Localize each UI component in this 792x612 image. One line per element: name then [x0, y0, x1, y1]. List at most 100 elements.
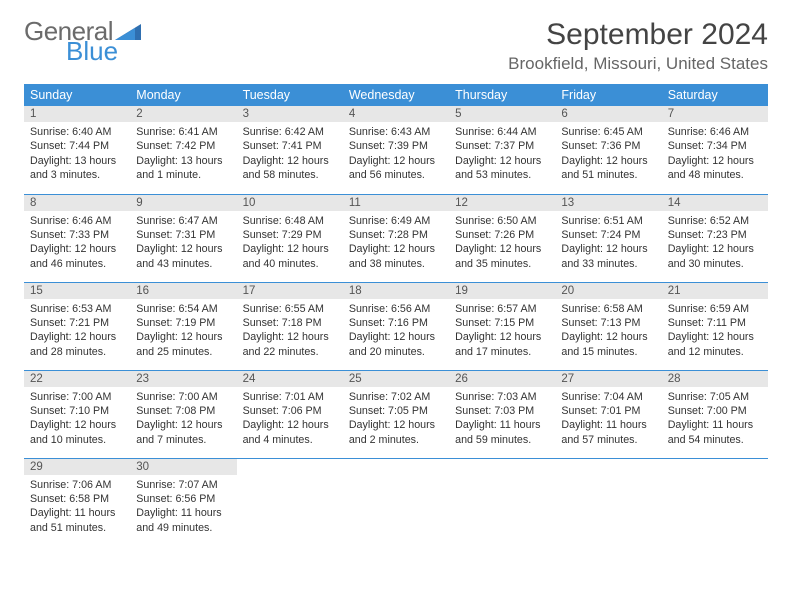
sunset-text: Sunset: 7:18 PM: [243, 316, 337, 330]
sunrise-text: Sunrise: 7:03 AM: [455, 390, 549, 404]
sunset-text: Sunset: 7:10 PM: [30, 404, 124, 418]
day-number: 3: [237, 106, 343, 122]
day-details: Sunrise: 6:57 AMSunset: 7:15 PMDaylight:…: [449, 299, 555, 366]
calendar-cell: 18Sunrise: 6:56 AMSunset: 7:16 PMDayligh…: [343, 282, 449, 370]
day-details: Sunrise: 6:43 AMSunset: 7:39 PMDaylight:…: [343, 122, 449, 189]
sunset-text: Sunset: 7:44 PM: [30, 139, 124, 153]
day-details: Sunrise: 7:04 AMSunset: 7:01 PMDaylight:…: [555, 387, 661, 454]
day-details: Sunrise: 7:01 AMSunset: 7:06 PMDaylight:…: [237, 387, 343, 454]
day-details: Sunrise: 6:53 AMSunset: 7:21 PMDaylight:…: [24, 299, 130, 366]
daylight-text: Daylight: 11 hours and 59 minutes.: [455, 418, 549, 447]
day-number: 10: [237, 195, 343, 211]
sunset-text: Sunset: 7:19 PM: [136, 316, 230, 330]
calendar-cell: 20Sunrise: 6:58 AMSunset: 7:13 PMDayligh…: [555, 282, 661, 370]
month-title: September 2024: [508, 18, 768, 52]
sunrise-text: Sunrise: 6:56 AM: [349, 302, 443, 316]
calendar-cell: 25Sunrise: 7:02 AMSunset: 7:05 PMDayligh…: [343, 370, 449, 458]
weekday-header: Tuesday: [237, 84, 343, 106]
calendar-cell: 21Sunrise: 6:59 AMSunset: 7:11 PMDayligh…: [662, 282, 768, 370]
weekday-header: Sunday: [24, 84, 130, 106]
sunrise-text: Sunrise: 6:43 AM: [349, 125, 443, 139]
day-details: Sunrise: 6:55 AMSunset: 7:18 PMDaylight:…: [237, 299, 343, 366]
sunset-text: Sunset: 7:33 PM: [30, 228, 124, 242]
daylight-text: Daylight: 12 hours and 4 minutes.: [243, 418, 337, 447]
daylight-text: Daylight: 12 hours and 28 minutes.: [30, 330, 124, 359]
sunrise-text: Sunrise: 6:52 AM: [668, 214, 762, 228]
daylight-text: Daylight: 12 hours and 35 minutes.: [455, 242, 549, 271]
sunset-text: Sunset: 7:42 PM: [136, 139, 230, 153]
calendar-cell: 5Sunrise: 6:44 AMSunset: 7:37 PMDaylight…: [449, 106, 555, 194]
day-number: 27: [555, 371, 661, 387]
calendar-row: 15Sunrise: 6:53 AMSunset: 7:21 PMDayligh…: [24, 282, 768, 370]
sunrise-text: Sunrise: 6:41 AM: [136, 125, 230, 139]
day-number: 16: [130, 283, 236, 299]
day-details: Sunrise: 6:42 AMSunset: 7:41 PMDaylight:…: [237, 122, 343, 189]
sunset-text: Sunset: 7:08 PM: [136, 404, 230, 418]
daylight-text: Daylight: 12 hours and 7 minutes.: [136, 418, 230, 447]
sunrise-text: Sunrise: 6:55 AM: [243, 302, 337, 316]
daylight-text: Daylight: 12 hours and 56 minutes.: [349, 154, 443, 183]
daylight-text: Daylight: 12 hours and 51 minutes.: [561, 154, 655, 183]
day-details: Sunrise: 6:41 AMSunset: 7:42 PMDaylight:…: [130, 122, 236, 189]
sunrise-text: Sunrise: 6:48 AM: [243, 214, 337, 228]
day-details: Sunrise: 7:05 AMSunset: 7:00 PMDaylight:…: [662, 387, 768, 454]
sunrise-text: Sunrise: 6:53 AM: [30, 302, 124, 316]
sunset-text: Sunset: 7:24 PM: [561, 228, 655, 242]
sunrise-text: Sunrise: 6:57 AM: [455, 302, 549, 316]
day-details: Sunrise: 7:03 AMSunset: 7:03 PMDaylight:…: [449, 387, 555, 454]
sunset-text: Sunset: 7:06 PM: [243, 404, 337, 418]
daylight-text: Daylight: 12 hours and 58 minutes.: [243, 154, 337, 183]
day-details: Sunrise: 7:07 AMSunset: 6:56 PMDaylight:…: [130, 475, 236, 542]
day-number: 30: [130, 459, 236, 475]
daylight-text: Daylight: 12 hours and 48 minutes.: [668, 154, 762, 183]
day-details: Sunrise: 6:47 AMSunset: 7:31 PMDaylight:…: [130, 211, 236, 278]
daylight-text: Daylight: 12 hours and 30 minutes.: [668, 242, 762, 271]
sunrise-text: Sunrise: 6:45 AM: [561, 125, 655, 139]
day-number: 9: [130, 195, 236, 211]
sunrise-text: Sunrise: 6:59 AM: [668, 302, 762, 316]
day-number: 6: [555, 106, 661, 122]
calendar-cell: 1Sunrise: 6:40 AMSunset: 7:44 PMDaylight…: [24, 106, 130, 194]
sunrise-text: Sunrise: 7:07 AM: [136, 478, 230, 492]
sunrise-text: Sunrise: 6:58 AM: [561, 302, 655, 316]
sunset-text: Sunset: 7:37 PM: [455, 139, 549, 153]
title-block: September 2024 Brookfield, Missouri, Uni…: [508, 18, 768, 74]
calendar-cell: 6Sunrise: 6:45 AMSunset: 7:36 PMDaylight…: [555, 106, 661, 194]
calendar-row: 1Sunrise: 6:40 AMSunset: 7:44 PMDaylight…: [24, 106, 768, 194]
sunrise-text: Sunrise: 7:02 AM: [349, 390, 443, 404]
sunrise-text: Sunrise: 7:00 AM: [136, 390, 230, 404]
day-details: Sunrise: 6:54 AMSunset: 7:19 PMDaylight:…: [130, 299, 236, 366]
calendar-cell: 2Sunrise: 6:41 AMSunset: 7:42 PMDaylight…: [130, 106, 236, 194]
sunrise-text: Sunrise: 6:54 AM: [136, 302, 230, 316]
day-number: 29: [24, 459, 130, 475]
sunset-text: Sunset: 7:11 PM: [668, 316, 762, 330]
sunset-text: Sunset: 7:16 PM: [349, 316, 443, 330]
weekday-header: Saturday: [662, 84, 768, 106]
weekday-header: Thursday: [449, 84, 555, 106]
day-number: 19: [449, 283, 555, 299]
day-number: 24: [237, 371, 343, 387]
calendar-cell: ..: [555, 458, 661, 546]
sunrise-text: Sunrise: 6:46 AM: [30, 214, 124, 228]
daylight-text: Daylight: 12 hours and 33 minutes.: [561, 242, 655, 271]
sunset-text: Sunset: 7:13 PM: [561, 316, 655, 330]
sunset-text: Sunset: 7:31 PM: [136, 228, 230, 242]
daylight-text: Daylight: 12 hours and 15 minutes.: [561, 330, 655, 359]
calendar-row: 22Sunrise: 7:00 AMSunset: 7:10 PMDayligh…: [24, 370, 768, 458]
sunrise-text: Sunrise: 7:01 AM: [243, 390, 337, 404]
day-number: 12: [449, 195, 555, 211]
weekday-header: Friday: [555, 84, 661, 106]
day-number: 4: [343, 106, 449, 122]
day-details: Sunrise: 7:00 AMSunset: 7:08 PMDaylight:…: [130, 387, 236, 454]
daylight-text: Daylight: 11 hours and 49 minutes.: [136, 506, 230, 535]
daylight-text: Daylight: 11 hours and 54 minutes.: [668, 418, 762, 447]
sunset-text: Sunset: 7:29 PM: [243, 228, 337, 242]
day-number: 18: [343, 283, 449, 299]
calendar-cell: 26Sunrise: 7:03 AMSunset: 7:03 PMDayligh…: [449, 370, 555, 458]
day-details: Sunrise: 7:06 AMSunset: 6:58 PMDaylight:…: [24, 475, 130, 542]
daylight-text: Daylight: 12 hours and 53 minutes.: [455, 154, 549, 183]
day-details: Sunrise: 6:52 AMSunset: 7:23 PMDaylight:…: [662, 211, 768, 278]
sunset-text: Sunset: 6:58 PM: [30, 492, 124, 506]
weekday-header-row: Sunday Monday Tuesday Wednesday Thursday…: [24, 84, 768, 106]
calendar-cell: 23Sunrise: 7:00 AMSunset: 7:08 PMDayligh…: [130, 370, 236, 458]
